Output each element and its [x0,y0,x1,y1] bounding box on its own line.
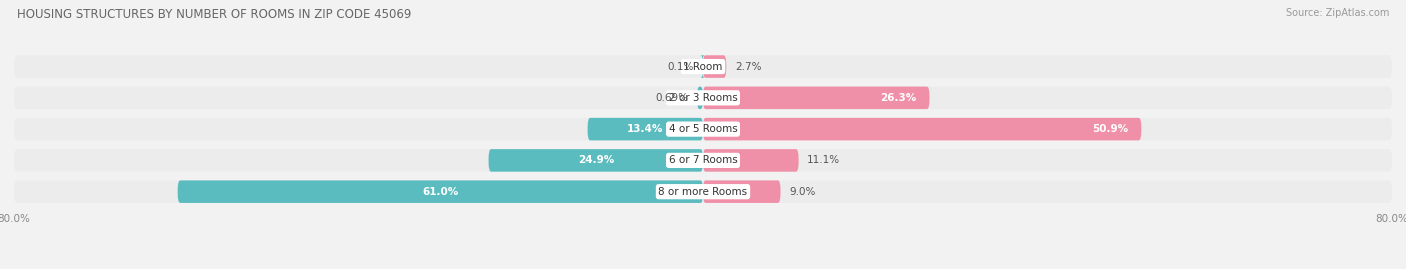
FancyBboxPatch shape [177,180,703,203]
Text: 11.1%: 11.1% [807,155,841,165]
Text: 2.7%: 2.7% [735,62,762,72]
Text: Source: ZipAtlas.com: Source: ZipAtlas.com [1285,8,1389,18]
FancyBboxPatch shape [703,118,1142,140]
FancyBboxPatch shape [14,149,1392,172]
Text: 24.9%: 24.9% [578,155,614,165]
FancyBboxPatch shape [588,118,703,140]
Text: 26.3%: 26.3% [880,93,917,103]
Text: 2 or 3 Rooms: 2 or 3 Rooms [669,93,737,103]
Text: 50.9%: 50.9% [1092,124,1129,134]
Text: 0.1%: 0.1% [668,62,693,72]
Text: 9.0%: 9.0% [789,187,815,197]
FancyBboxPatch shape [14,87,1392,109]
Text: HOUSING STRUCTURES BY NUMBER OF ROOMS IN ZIP CODE 45069: HOUSING STRUCTURES BY NUMBER OF ROOMS IN… [17,8,411,21]
Text: 6 or 7 Rooms: 6 or 7 Rooms [669,155,737,165]
Text: 8 or more Rooms: 8 or more Rooms [658,187,748,197]
FancyBboxPatch shape [700,55,704,78]
FancyBboxPatch shape [697,87,703,109]
FancyBboxPatch shape [14,118,1392,140]
Text: 1 Room: 1 Room [683,62,723,72]
FancyBboxPatch shape [14,180,1392,203]
FancyBboxPatch shape [703,149,799,172]
Text: 4 or 5 Rooms: 4 or 5 Rooms [669,124,737,134]
Text: 13.4%: 13.4% [627,124,664,134]
FancyBboxPatch shape [703,180,780,203]
FancyBboxPatch shape [703,55,727,78]
Text: 0.69%: 0.69% [655,93,689,103]
FancyBboxPatch shape [488,149,703,172]
FancyBboxPatch shape [14,55,1392,78]
Text: 61.0%: 61.0% [422,187,458,197]
FancyBboxPatch shape [703,87,929,109]
